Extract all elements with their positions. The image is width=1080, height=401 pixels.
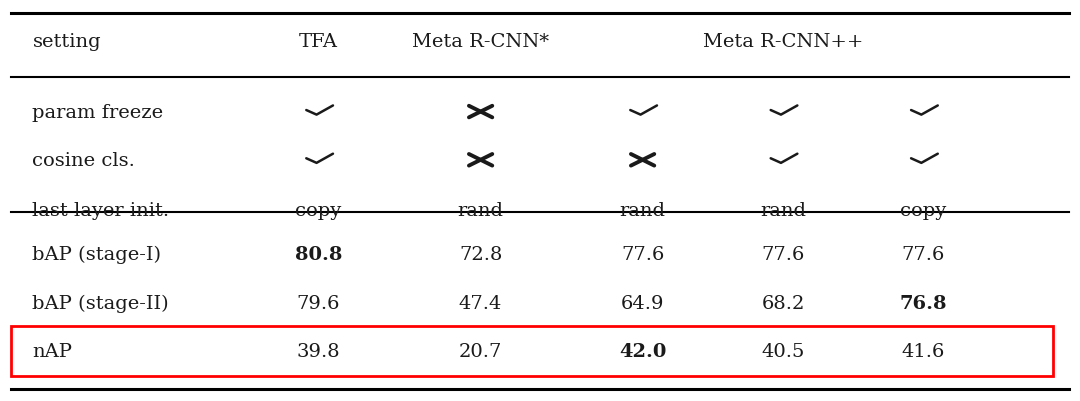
Text: setting: setting bbox=[32, 33, 102, 51]
Text: 64.9: 64.9 bbox=[621, 294, 664, 312]
Text: 39.8: 39.8 bbox=[297, 342, 340, 360]
Text: 47.4: 47.4 bbox=[459, 294, 502, 312]
Text: rand: rand bbox=[760, 202, 806, 219]
Text: copy: copy bbox=[296, 202, 341, 219]
Text: 80.8: 80.8 bbox=[295, 246, 342, 263]
Text: 20.7: 20.7 bbox=[459, 342, 502, 360]
Text: 41.6: 41.6 bbox=[902, 342, 945, 360]
Text: 76.8: 76.8 bbox=[900, 294, 947, 312]
Text: rand: rand bbox=[620, 202, 665, 219]
Text: cosine cls.: cosine cls. bbox=[32, 152, 135, 169]
Text: param freeze: param freeze bbox=[32, 103, 163, 121]
Text: 79.6: 79.6 bbox=[297, 294, 340, 312]
Text: 42.0: 42.0 bbox=[619, 342, 666, 360]
Text: last layer init.: last layer init. bbox=[32, 202, 170, 219]
Text: 77.6: 77.6 bbox=[621, 246, 664, 263]
Text: 77.6: 77.6 bbox=[761, 246, 805, 263]
Text: Meta R-CNN*: Meta R-CNN* bbox=[413, 33, 549, 51]
Bar bbox=[11, 326, 1053, 376]
Text: nAP: nAP bbox=[32, 342, 72, 360]
Text: bAP (stage-II): bAP (stage-II) bbox=[32, 294, 170, 312]
Text: rand: rand bbox=[458, 202, 503, 219]
Text: bAP (stage-I): bAP (stage-I) bbox=[32, 245, 161, 264]
Text: Meta R-CNN++: Meta R-CNN++ bbox=[703, 33, 863, 51]
Text: 72.8: 72.8 bbox=[459, 246, 502, 263]
Text: TFA: TFA bbox=[299, 33, 338, 51]
Text: copy: copy bbox=[901, 202, 946, 219]
Text: 68.2: 68.2 bbox=[761, 294, 805, 312]
Text: 77.6: 77.6 bbox=[902, 246, 945, 263]
Text: 40.5: 40.5 bbox=[761, 342, 805, 360]
